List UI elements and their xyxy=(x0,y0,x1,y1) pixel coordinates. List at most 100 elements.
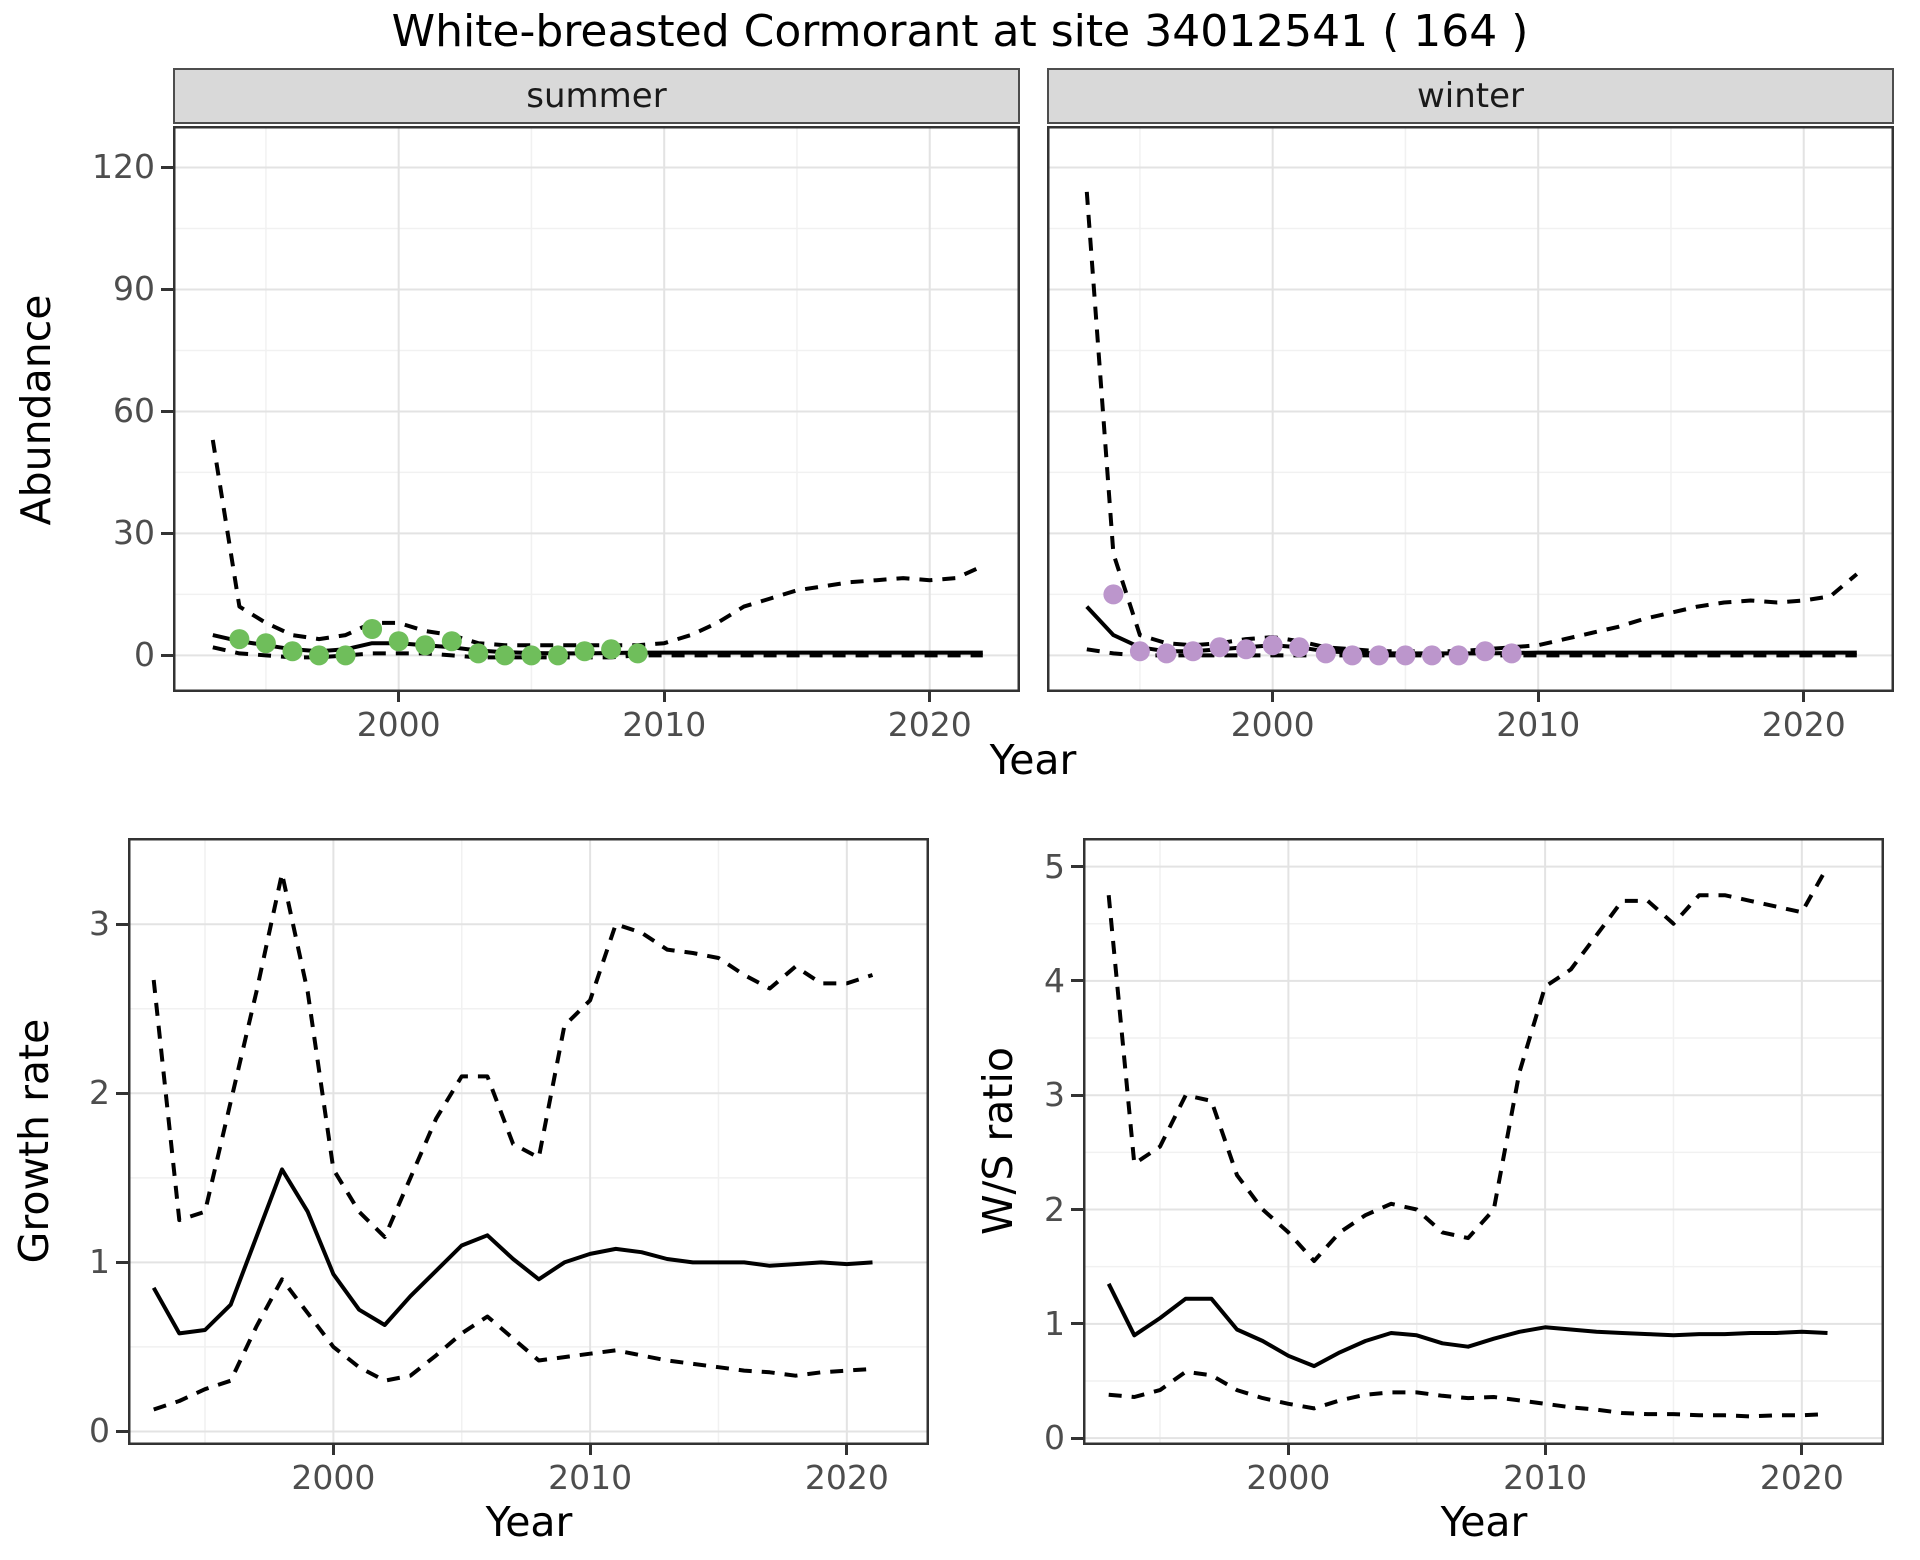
panel-background xyxy=(128,838,929,1445)
y-tick-mark xyxy=(161,287,173,291)
x-tick-mark xyxy=(397,692,401,702)
data-point xyxy=(388,631,409,652)
y-tick-label: 120 xyxy=(92,147,155,187)
data-point xyxy=(1422,645,1442,666)
data-point xyxy=(282,641,303,662)
panel-background xyxy=(1047,126,1894,692)
panel-border xyxy=(1083,838,1884,1445)
data-point xyxy=(441,631,462,652)
x-tick-mark xyxy=(1536,692,1540,702)
data-point xyxy=(521,645,542,666)
x-tick-mark xyxy=(331,1445,335,1455)
x-tick-mark xyxy=(662,692,666,702)
y-tick-label: 3 xyxy=(1044,1075,1065,1115)
data-point xyxy=(574,641,595,662)
x-tick-label: 2010 xyxy=(622,705,707,744)
data-point xyxy=(1368,645,1389,666)
y-tick-label: 0 xyxy=(89,1411,110,1451)
y-tick-mark xyxy=(116,1260,128,1264)
x-tick-mark xyxy=(1800,1445,1804,1455)
y-tick-label: 0 xyxy=(134,635,155,675)
y-tick-mark xyxy=(161,165,173,169)
chart-title: White-breasted Cormorant at site 3401254… xyxy=(391,6,1529,57)
panel-background xyxy=(1083,838,1884,1445)
data-point xyxy=(1183,641,1203,662)
panel-border xyxy=(128,838,929,1445)
upper-ci-line xyxy=(151,871,874,1239)
x-tick-mark xyxy=(845,1445,849,1455)
data-point xyxy=(468,643,489,664)
panel-border xyxy=(1047,126,1894,692)
y-tick-mark xyxy=(1071,865,1083,869)
y-tick-mark xyxy=(1071,1093,1083,1097)
panel-background xyxy=(173,126,1020,692)
panel-border xyxy=(173,126,1020,692)
abundance-winter-panel xyxy=(1047,126,1894,692)
x-tick-mark xyxy=(588,1445,592,1455)
data-point xyxy=(601,639,622,660)
y-tick-mark xyxy=(161,409,173,413)
y-axis-title-ws: W/S ratio xyxy=(974,1047,1022,1235)
x-tick-label: 2010 xyxy=(548,1458,633,1497)
upper-ci-line xyxy=(1106,865,1830,1263)
x-tick-mark xyxy=(1543,1445,1547,1455)
data-point xyxy=(362,619,383,639)
y-tick-label: 2 xyxy=(89,1073,110,1113)
median-line xyxy=(151,1167,873,1336)
y-tick-label: 2 xyxy=(1044,1189,1065,1229)
facet-strip-winter: winter xyxy=(1047,68,1894,124)
data-point xyxy=(627,643,648,664)
y-tick-label: 1 xyxy=(1044,1303,1065,1343)
data-point xyxy=(1448,645,1469,666)
data-point xyxy=(1315,643,1336,664)
x-tick-label: 2000 xyxy=(1246,1458,1331,1497)
data-point xyxy=(1289,637,1310,658)
facet-strip-summer: summer xyxy=(173,68,1020,124)
y-tick-mark xyxy=(1071,1208,1083,1212)
facet-strip-summer-label: summer xyxy=(526,76,667,116)
y-tick-mark xyxy=(1071,1436,1083,1440)
data-point xyxy=(1129,641,1150,662)
x-tick-label: 2020 xyxy=(804,1458,889,1497)
facet-strip-winter-label: winter xyxy=(1416,76,1525,116)
data-point xyxy=(1342,645,1363,666)
x-tick-mark xyxy=(1271,692,1275,702)
data-point xyxy=(1103,584,1124,605)
data-point xyxy=(415,635,436,656)
x-tick-label: 2000 xyxy=(1230,705,1315,744)
x-axis-title-year-growth: Year xyxy=(485,1498,573,1546)
y-tick-mark xyxy=(1071,1322,1083,1326)
data-point xyxy=(1475,641,1496,662)
y-tick-label: 1 xyxy=(89,1242,110,1282)
ws-ratio-panel xyxy=(1083,838,1884,1445)
y-tick-mark xyxy=(116,1429,128,1433)
data-point xyxy=(1209,637,1230,658)
y-tick-label: 60 xyxy=(113,391,155,431)
y-tick-label: 90 xyxy=(113,269,155,309)
abundance-summer-panel xyxy=(173,126,1020,692)
y-tick-label: 4 xyxy=(1044,960,1065,1000)
y-tick-label: 5 xyxy=(1044,846,1065,886)
y-tick-label: 3 xyxy=(89,904,110,944)
data-point xyxy=(335,645,356,666)
y-tick-mark xyxy=(161,531,173,535)
x-tick-label: 2020 xyxy=(887,705,972,744)
x-tick-mark xyxy=(1286,1445,1290,1455)
y-tick-mark xyxy=(116,922,128,926)
y-tick-mark xyxy=(161,653,173,657)
x-tick-mark xyxy=(1802,692,1806,702)
data-point xyxy=(1156,643,1177,664)
y-tick-mark xyxy=(116,1091,128,1095)
data-point xyxy=(1236,639,1257,660)
growth-rate-panel xyxy=(128,838,929,1445)
x-tick-label: 2000 xyxy=(291,1458,376,1497)
x-tick-label: 2010 xyxy=(1496,705,1581,744)
data-point xyxy=(309,645,329,666)
x-axis-title-year-top: Year xyxy=(989,736,1077,784)
x-tick-label: 2010 xyxy=(1503,1458,1588,1497)
x-tick-mark xyxy=(928,692,932,702)
data-point xyxy=(1501,643,1522,664)
data-point xyxy=(1395,645,1416,666)
lower-ci-line xyxy=(1108,1369,1828,1419)
